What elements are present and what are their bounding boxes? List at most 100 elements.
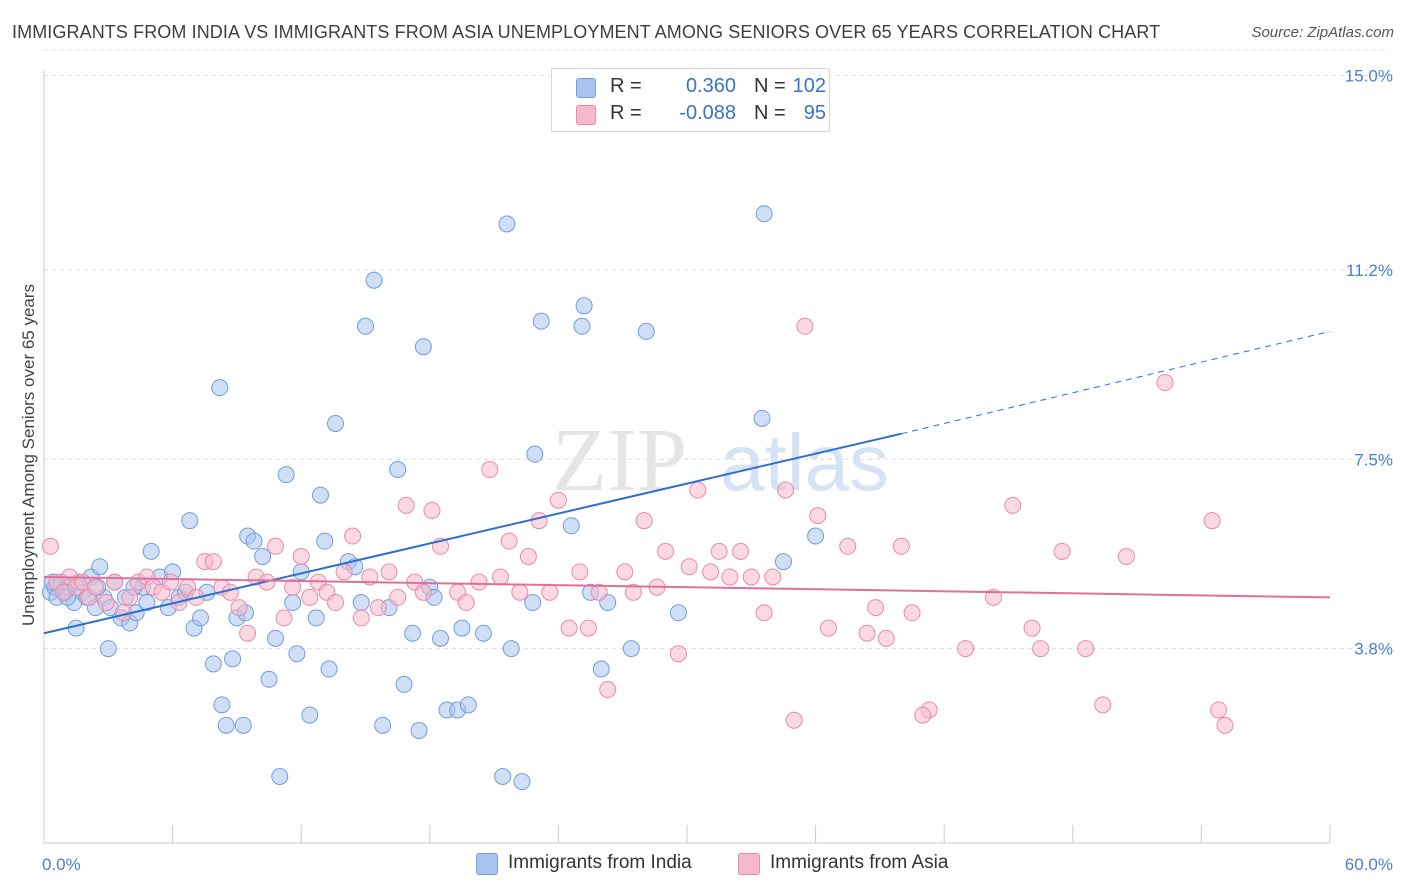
point-india	[774, 553, 792, 571]
point-india	[513, 773, 531, 791]
point-india	[532, 312, 550, 330]
point-india	[494, 767, 512, 785]
point-asia	[914, 706, 932, 724]
point-asia	[106, 573, 124, 591]
point-asia	[892, 537, 910, 555]
point-india	[352, 594, 370, 612]
point-india	[307, 609, 325, 627]
point-india	[575, 297, 593, 315]
point-asia	[457, 594, 475, 612]
point-asia	[519, 547, 537, 565]
point-asia	[414, 583, 432, 601]
legend-r-value: 0.360	[685, 75, 736, 97]
point-india	[271, 767, 289, 785]
series-asia-points	[41, 317, 1234, 734]
point-india	[311, 486, 329, 504]
point-asia	[86, 578, 104, 596]
legend-n-label: N =	[754, 102, 786, 124]
trend-line-asia	[43, 575, 1331, 599]
bottom-legend-label-asia: Immigrants from Asia	[770, 852, 949, 873]
point-asia	[1032, 640, 1050, 658]
watermark-atlas: atlas	[720, 418, 889, 507]
point-asia	[571, 563, 589, 581]
point-asia	[616, 563, 634, 581]
x-tick-labels: 0.0% 60.0%	[42, 855, 1393, 874]
point-asia	[470, 573, 488, 591]
point-india	[526, 445, 544, 463]
point-india	[637, 322, 655, 340]
point-india	[320, 660, 338, 678]
point-asia	[275, 609, 293, 627]
point-india	[474, 624, 492, 642]
point-asia	[742, 568, 760, 586]
point-asia	[266, 537, 284, 555]
point-asia	[352, 609, 370, 627]
point-asia	[680, 558, 698, 576]
point-asia	[511, 583, 529, 601]
point-asia	[839, 537, 857, 555]
point-asia	[221, 583, 239, 601]
point-asia	[1053, 542, 1071, 560]
point-asia	[1156, 374, 1174, 392]
point-asia	[635, 512, 653, 530]
y-tick-label: 7.5%	[1354, 450, 1393, 469]
point-asia	[579, 619, 597, 637]
point-asia	[1023, 619, 1041, 637]
point-asia	[560, 619, 578, 637]
bottom-legend-label-india: Immigrants from India	[508, 852, 692, 873]
point-india	[365, 271, 383, 289]
point-india	[191, 609, 209, 627]
point-asia	[590, 583, 608, 601]
point-india	[301, 706, 319, 724]
point-india	[502, 640, 520, 658]
bottom-legend-swatch-asia	[738, 853, 760, 875]
point-asia	[777, 481, 795, 499]
point-asia	[41, 537, 59, 555]
point-asia	[877, 629, 895, 647]
point-asia	[361, 568, 379, 586]
point-india	[395, 675, 413, 693]
point-asia	[1216, 716, 1234, 734]
point-asia	[389, 588, 407, 606]
point-india	[562, 517, 580, 535]
point-asia	[423, 501, 441, 519]
point-asia	[541, 583, 559, 601]
point-asia	[1203, 512, 1221, 530]
legend-r-label: R =	[610, 75, 642, 97]
point-asia	[657, 542, 675, 560]
point-india	[807, 527, 825, 545]
point-asia	[903, 604, 921, 622]
point-asia	[732, 542, 750, 560]
point-india	[316, 532, 334, 550]
point-india	[374, 716, 392, 734]
watermark-zip: ZIP	[552, 411, 687, 510]
point-india	[254, 547, 272, 565]
point-asia	[599, 681, 617, 699]
point-asia	[1077, 640, 1095, 658]
point-asia	[1004, 496, 1022, 514]
point-asia	[204, 553, 222, 571]
point-asia	[984, 588, 1002, 606]
point-india	[181, 512, 199, 530]
point-asia	[397, 496, 415, 514]
point-asia	[1117, 547, 1135, 565]
point-india	[414, 338, 432, 356]
point-asia	[702, 563, 720, 581]
point-india	[211, 379, 229, 397]
point-india	[357, 317, 374, 335]
legend-swatch-asia	[576, 105, 596, 125]
point-asia	[97, 594, 115, 612]
point-asia	[500, 532, 518, 550]
point-india	[622, 640, 640, 658]
point-asia	[344, 527, 362, 545]
point-asia	[710, 542, 728, 560]
point-asia	[721, 568, 739, 586]
point-india	[142, 542, 160, 560]
point-asia	[819, 619, 837, 637]
point-asia	[549, 491, 567, 509]
y-tick-label: 11.2%	[1346, 261, 1393, 280]
trend-line-india	[43, 432, 902, 635]
point-india	[91, 558, 109, 576]
point-asia	[239, 624, 257, 642]
y-axis-label: Unemployment Among Seniors over 65 years	[19, 284, 38, 626]
